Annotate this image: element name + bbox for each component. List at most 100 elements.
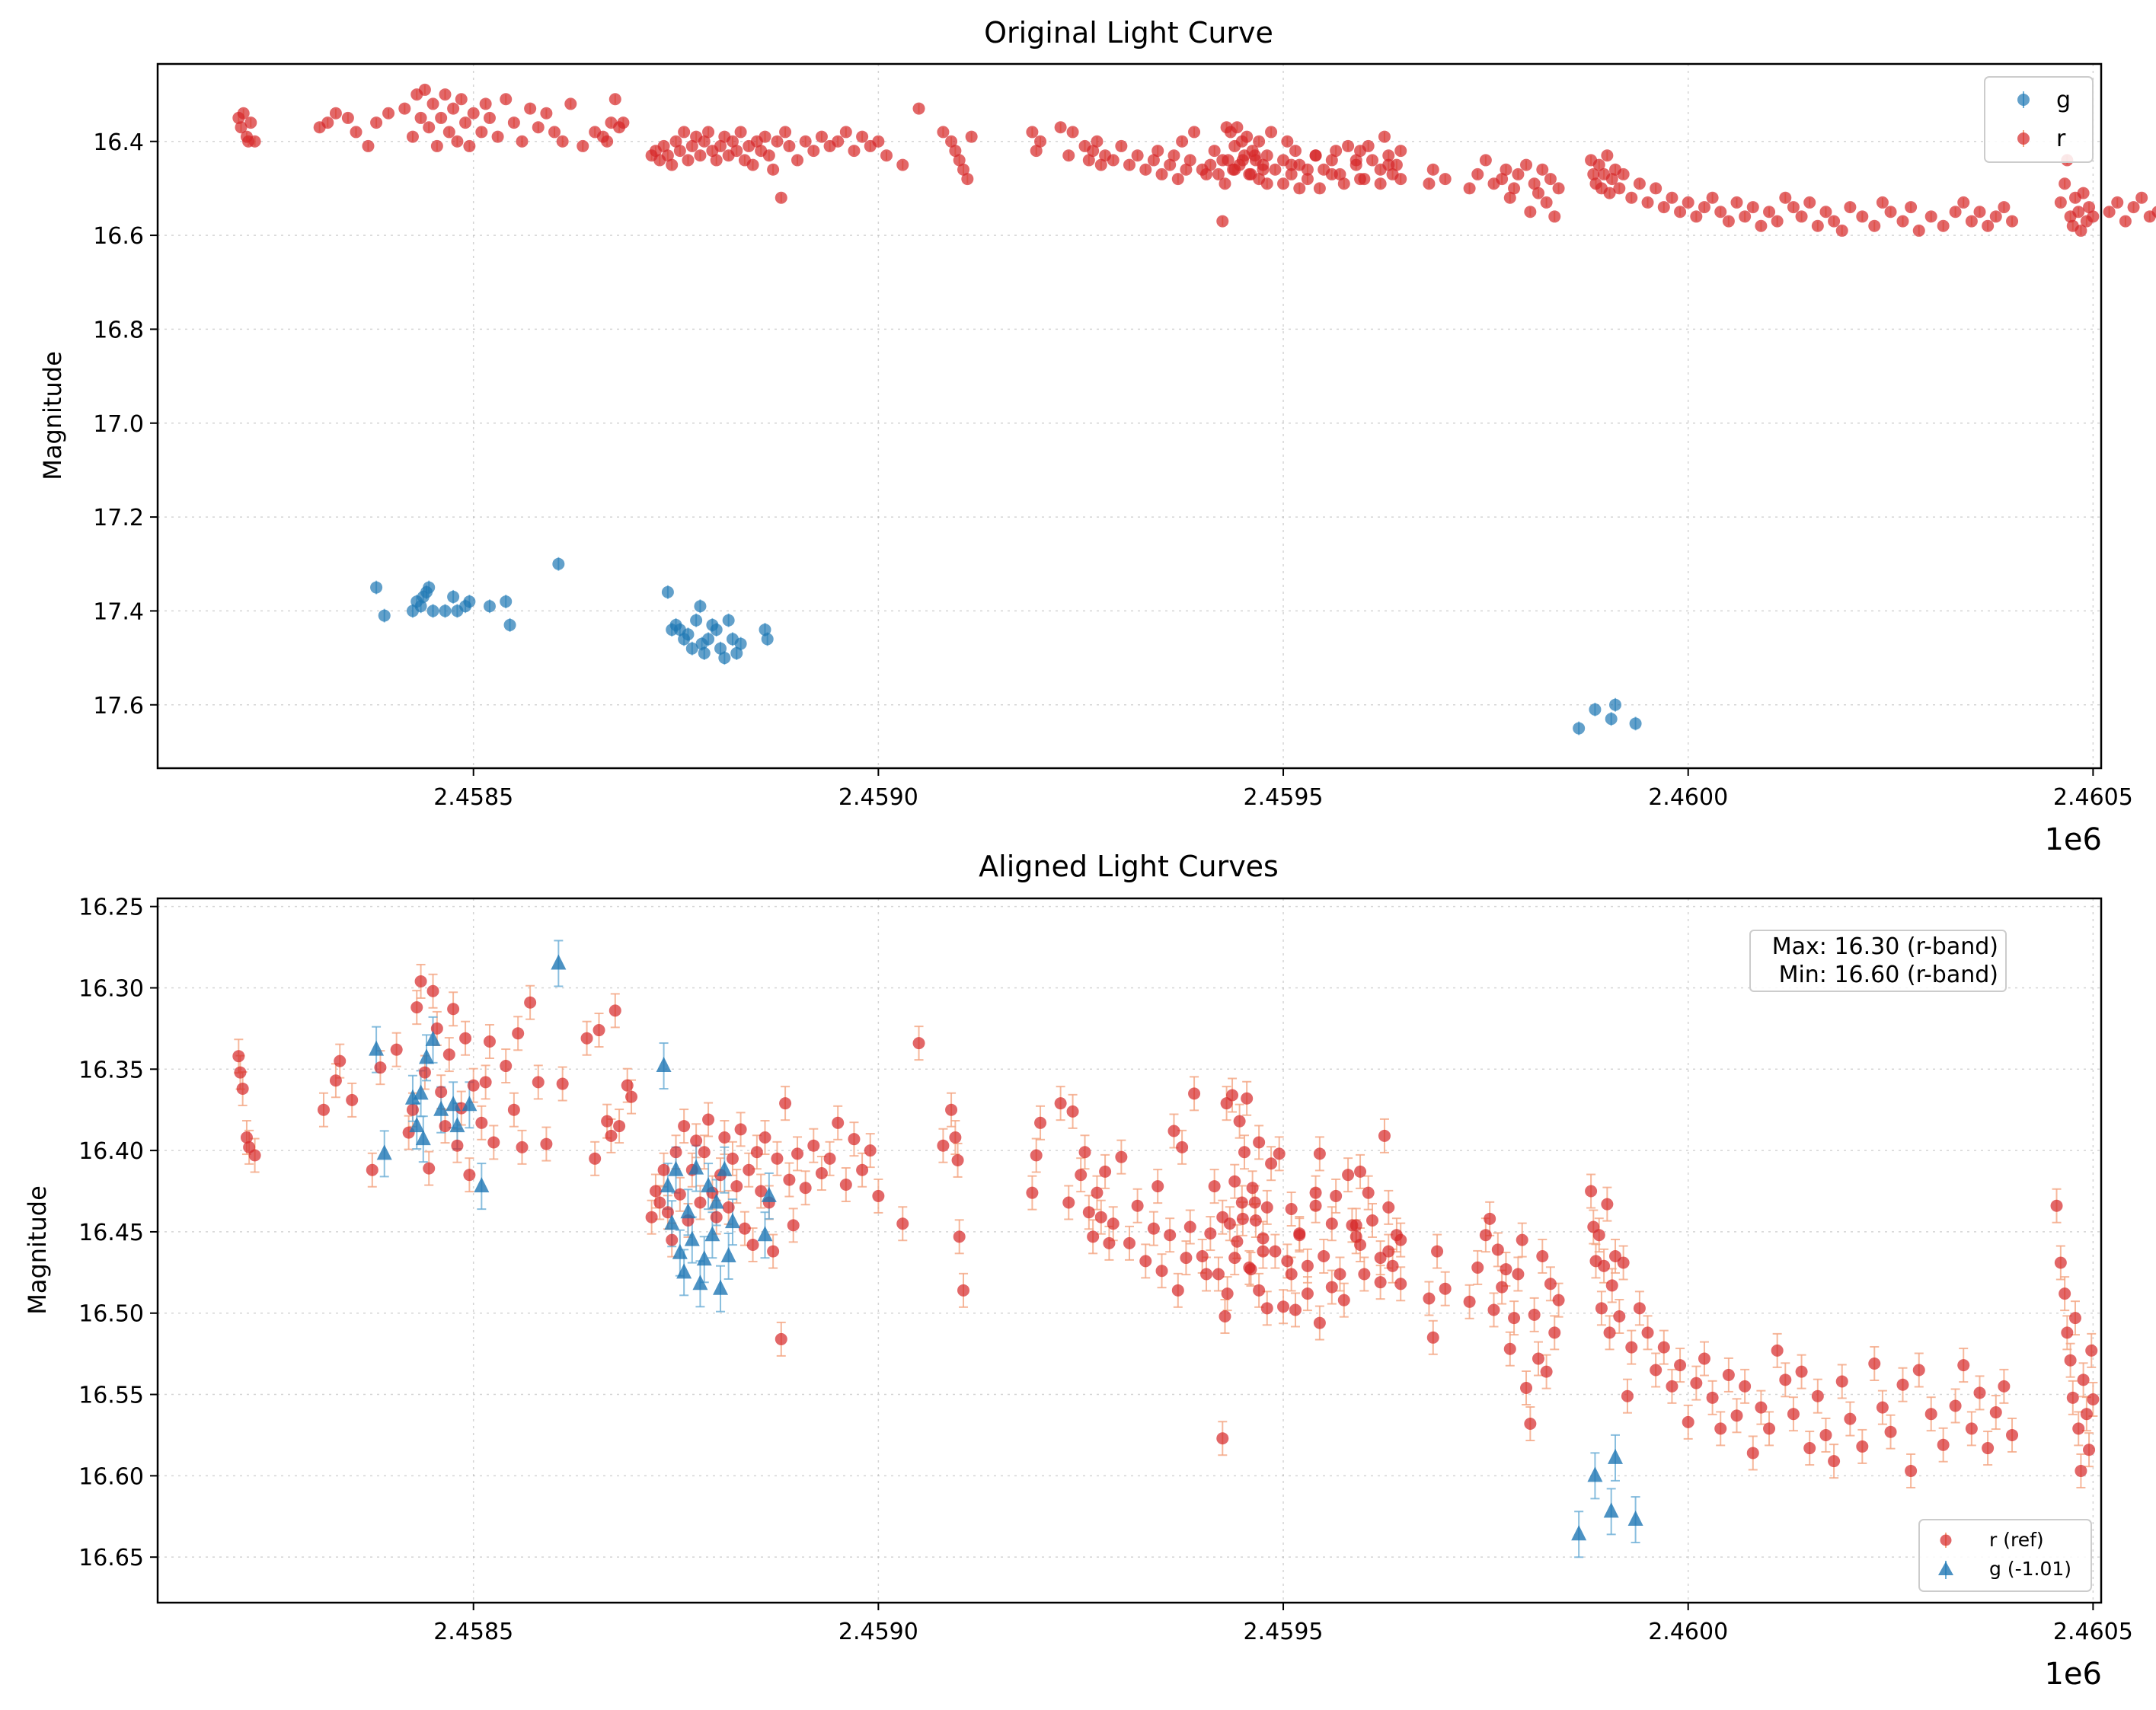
x-tick-label: 2.4605	[2053, 784, 2133, 811]
point-r-ref	[1479, 1229, 1492, 1242]
point-r-ref	[710, 1211, 723, 1223]
point-r	[1674, 206, 1687, 219]
point-r-ref	[1536, 1249, 1549, 1262]
point-g-1-01	[425, 1030, 441, 1046]
point-r	[1260, 149, 1273, 162]
legend-g-label: g (-1.01)	[1989, 1558, 2071, 1580]
point-r-ref	[1601, 1198, 1614, 1211]
point-r-ref	[1082, 1206, 1095, 1219]
point-r-ref	[743, 1163, 755, 1176]
point-r	[1094, 158, 1107, 171]
point-r-ref	[1183, 1220, 1196, 1233]
y-tick-label: 16.4	[93, 129, 144, 156]
point-r	[685, 139, 698, 152]
point-r	[2119, 215, 2132, 228]
point-r-ref	[1657, 1341, 1670, 1354]
point-r-ref	[864, 1144, 877, 1157]
y-axis-ticks: 16.4 16.6 16.8 17.0 17.2 17.4 17.6	[93, 129, 158, 719]
y-tick-label: 17.4	[93, 598, 144, 625]
x-axis-ticks: 2.4585 2.4590 2.4595 2.4600 2.4605	[433, 1603, 2133, 1645]
point-r	[1241, 130, 1254, 143]
point-r-ref	[738, 1222, 751, 1235]
point-r-ref	[1167, 1125, 1180, 1137]
point-g-1-01	[449, 1117, 465, 1133]
grid	[158, 64, 2101, 768]
point-r-ref	[1682, 1415, 1694, 1428]
point-r-ref	[1795, 1365, 1808, 1378]
legend-g-marker	[1938, 1562, 1953, 1575]
point-g-1-01	[446, 1096, 462, 1112]
point-r	[1471, 167, 1484, 180]
point-r	[1426, 163, 1439, 176]
point-r	[1277, 177, 1290, 190]
point-r-ref	[702, 1113, 715, 1126]
point-r	[1912, 224, 1925, 237]
point-r-ref	[1139, 1255, 1152, 1268]
point-r-ref	[236, 1082, 249, 1095]
y-axis-label: Magnitude	[23, 1185, 52, 1315]
point-r	[1216, 215, 1229, 228]
point-r-ref	[690, 1134, 703, 1147]
point-r	[459, 116, 472, 129]
point-g	[447, 590, 460, 603]
point-r-ref	[1180, 1252, 1193, 1265]
point-r-ref	[1528, 1308, 1541, 1321]
point-r-ref	[957, 1284, 970, 1297]
point-r-ref	[1066, 1105, 1079, 1118]
point-r-ref	[475, 1116, 488, 1129]
legend-r-marker	[1940, 1534, 1952, 1546]
point-r-ref	[649, 1185, 662, 1198]
point-r	[1171, 173, 1184, 186]
point-r	[500, 93, 513, 106]
point-r	[730, 145, 743, 158]
point-r-ref	[374, 1061, 387, 1074]
point-r-ref	[1779, 1373, 1792, 1386]
point-g-1-01	[415, 1130, 431, 1146]
point-r-ref	[1216, 1432, 1229, 1445]
point-r	[1281, 135, 1294, 148]
point-r-ref	[1231, 1235, 1244, 1248]
point-r-ref	[718, 1131, 731, 1144]
data-points	[232, 954, 2100, 1541]
point-r	[1342, 139, 1355, 152]
point-r	[1746, 201, 1759, 214]
point-r	[1924, 210, 1937, 223]
point-r-ref	[426, 984, 439, 997]
point-r	[1301, 163, 1314, 176]
point-r-ref	[1309, 1186, 1322, 1199]
point-r-ref	[1439, 1282, 1452, 1295]
point-r	[1200, 167, 1213, 180]
point-g	[414, 600, 427, 613]
point-r	[1508, 182, 1521, 195]
point-r-ref	[1998, 1380, 2011, 1393]
point-r-ref	[608, 1004, 621, 1017]
point-g	[694, 600, 707, 613]
point-r	[783, 139, 796, 152]
point-r-ref	[734, 1123, 747, 1136]
point-r	[1698, 201, 1710, 214]
point-r-ref	[240, 1131, 253, 1144]
point-r-ref	[1238, 1146, 1250, 1159]
point-r	[1548, 210, 1561, 223]
point-r-ref	[1957, 1359, 1970, 1372]
point-r	[1423, 177, 1436, 190]
point-r-ref	[524, 996, 537, 1009]
point-g	[1573, 722, 1586, 735]
point-g-1-01	[692, 1275, 708, 1290]
point-g	[710, 624, 723, 636]
point-r-ref	[1884, 1425, 1897, 1438]
point-r	[248, 135, 261, 148]
point-r	[1520, 158, 1533, 171]
panel-original-light-curve: Original Light Curve 2.4585 2.4590 2.4595 2…	[38, 16, 2156, 857]
legend-r-marker	[2017, 132, 2030, 145]
point-r	[1803, 196, 1816, 209]
point-r-ref	[451, 1139, 464, 1152]
point-r-ref	[1540, 1365, 1553, 1378]
point-r	[1301, 173, 1314, 186]
point-r-ref	[1706, 1391, 1719, 1404]
point-r-ref	[1354, 1165, 1367, 1178]
point-r	[678, 126, 691, 139]
point-g	[685, 642, 698, 655]
point-r-ref	[767, 1245, 780, 1258]
point-r-ref	[1358, 1268, 1371, 1281]
